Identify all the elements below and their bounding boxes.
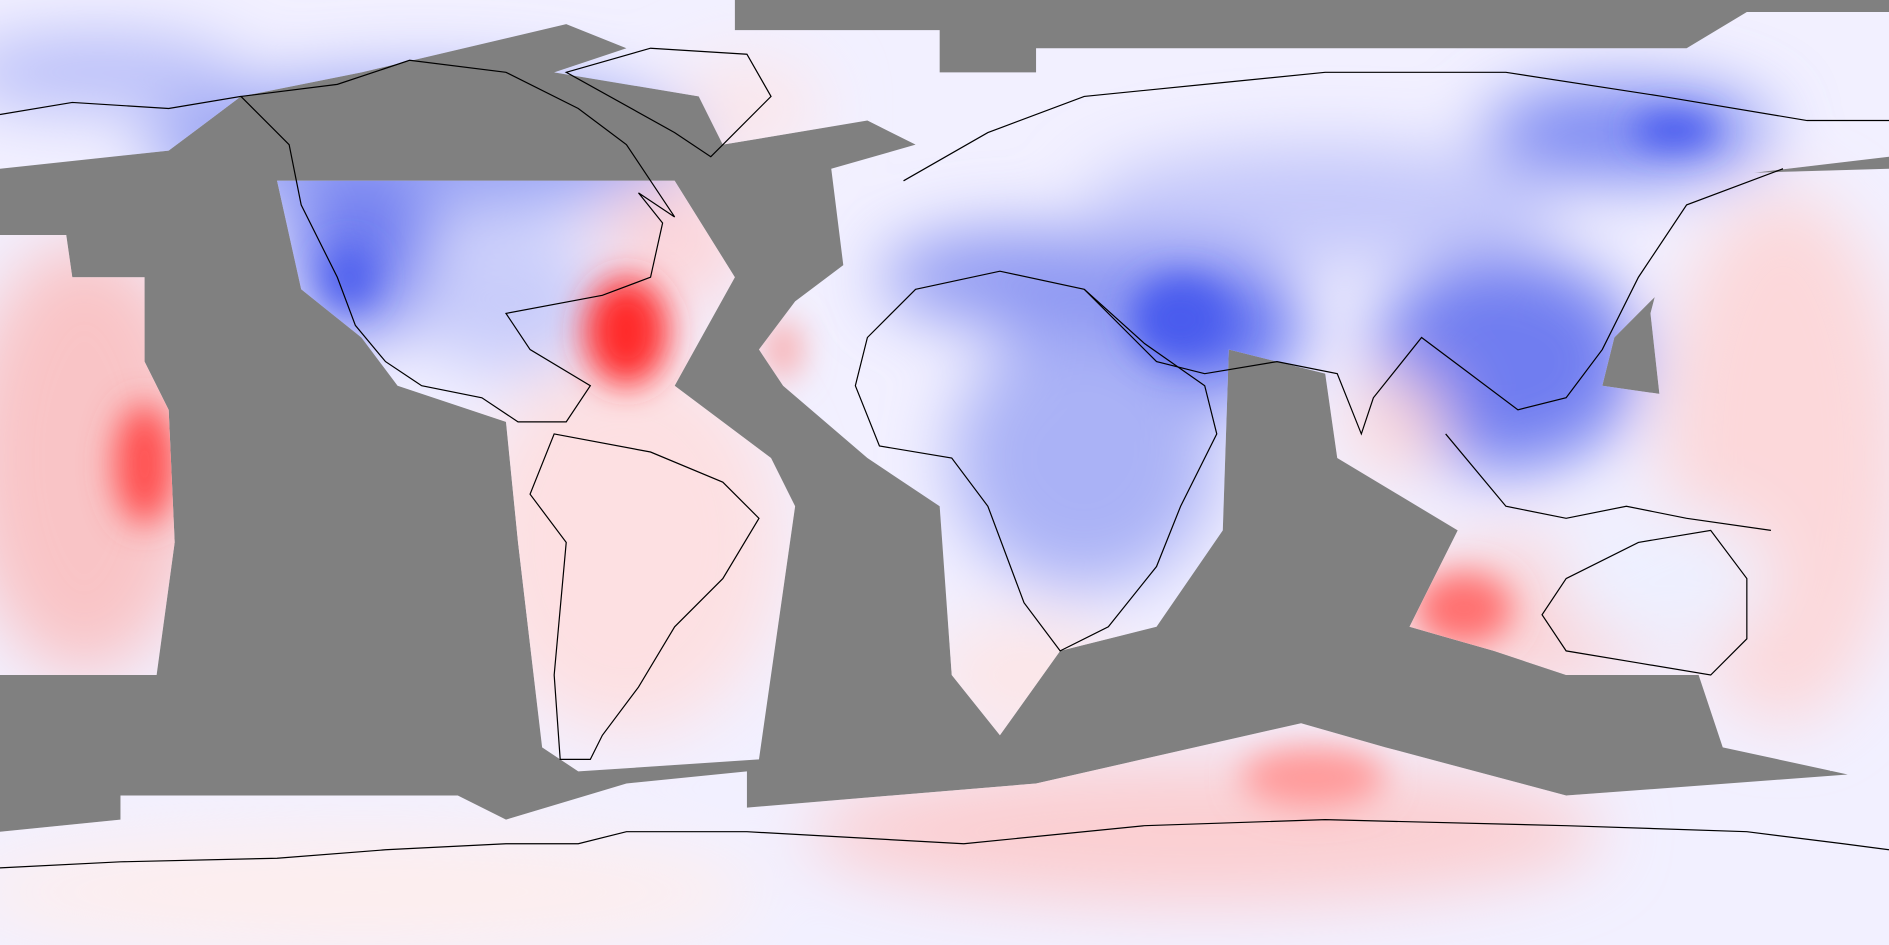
map-shape — [764, 319, 802, 380]
map-shape — [674, 60, 820, 157]
map-shape — [854, 270, 1218, 652]
map-shape — [0, 36, 241, 109]
map-shape — [0, 819, 1889, 869]
map-shape — [409, 229, 603, 374]
map-shape — [927, 614, 1121, 736]
map-shape — [951, 325, 1217, 591]
map-shape — [1240, 747, 1386, 808]
map-shape — [1632, 113, 1717, 148]
map-shape — [1132, 277, 1229, 362]
map-shape — [1084, 144, 1567, 266]
anomaly-peaks — [114, 113, 1717, 808]
map-shape — [879, 229, 1169, 326]
map-shape — [114, 403, 175, 525]
map-shape — [584, 277, 669, 386]
map-shape — [469, 349, 784, 736]
map-shape — [144, 72, 699, 217]
map-shape — [903, 71, 1889, 436]
map-shape — [529, 433, 760, 760]
map-shape — [0, 241, 205, 675]
map-shape — [1349, 373, 1446, 471]
map-shape — [1554, 506, 1771, 651]
map-shape — [1415, 572, 1512, 645]
map-shape — [325, 247, 374, 308]
map-shape — [807, 759, 1603, 905]
map-shape — [0, 59, 676, 423]
map-shape — [1541, 529, 1748, 676]
map-shape — [564, 47, 772, 158]
map-shape — [0, 831, 759, 945]
map-shape — [1481, 84, 1771, 181]
coastlines — [0, 47, 1889, 869]
map-shape — [1445, 433, 1772, 531]
